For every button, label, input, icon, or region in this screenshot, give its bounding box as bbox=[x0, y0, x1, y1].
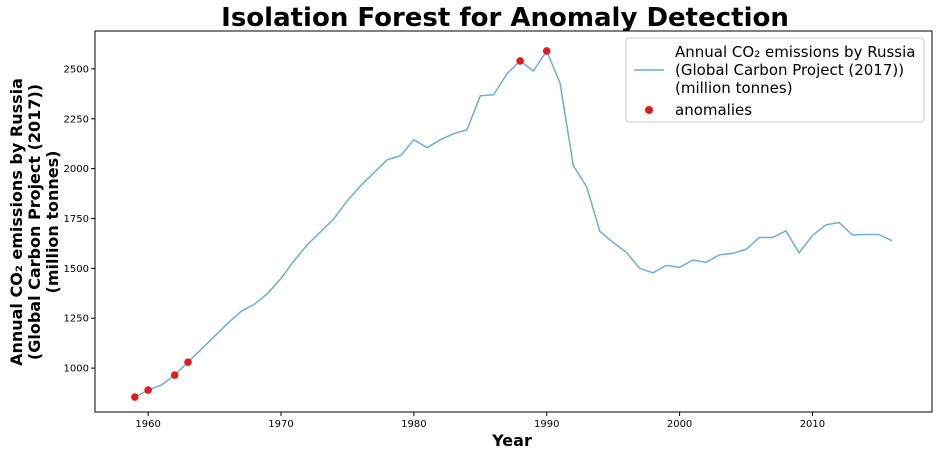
y-tick-label: 2000 bbox=[64, 164, 89, 175]
y-tick-label: 1500 bbox=[64, 264, 89, 275]
legend-label-anomalies: anomalies bbox=[675, 101, 752, 119]
y-axis-label-line-2: (Global Carbon Project (2017)) bbox=[25, 84, 44, 360]
y-axis-label-line-3: (million tonnes) bbox=[43, 151, 62, 294]
y-tick-label: 2500 bbox=[64, 64, 89, 75]
y-axis-label-line-1: Annual CO₂ emissions by Russia bbox=[7, 78, 26, 366]
x-tick-label: 1970 bbox=[268, 419, 293, 430]
legend-anomaly-swatch bbox=[645, 106, 653, 114]
plot-area bbox=[131, 47, 893, 401]
anomaly-point bbox=[131, 393, 139, 401]
legend-label-series-line-2: (Global Carbon Project (2017)) bbox=[675, 61, 904, 79]
y-tick-label: 1000 bbox=[64, 364, 89, 375]
x-tick-label: 2000 bbox=[667, 419, 692, 430]
x-tick-label: 1990 bbox=[534, 419, 559, 430]
chart-title: Isolation Forest for Anomaly Detection bbox=[221, 3, 789, 33]
axis-ticks: 1960 1970 1980 1990 2000 2010 1000 1250 1500 1750… bbox=[64, 64, 826, 430]
anomaly-point bbox=[184, 358, 192, 366]
legend-label-series-line-3: (million tonnes) bbox=[675, 79, 793, 97]
anomaly-point bbox=[542, 47, 551, 55]
y-axis-label: Annual CO₂ emissions by Russia (Global C… bbox=[7, 78, 62, 366]
y-tick-label: 1250 bbox=[64, 314, 89, 325]
x-axis-label: Year bbox=[491, 431, 532, 450]
anomaly-point bbox=[144, 386, 152, 394]
x-tick-label: 1980 bbox=[401, 419, 426, 430]
y-tick-label: 2250 bbox=[64, 114, 89, 125]
x-tick-label: 2010 bbox=[800, 419, 825, 430]
anomaly-point bbox=[516, 57, 524, 65]
legend-box bbox=[625, 37, 925, 123]
legend: Annual CO₂ emissions by Russia (Global C… bbox=[625, 37, 925, 123]
legend-label-series-line-1: Annual CO₂ emissions by Russia bbox=[675, 43, 915, 61]
series-line bbox=[134, 49, 893, 398]
plot-frame bbox=[94, 30, 933, 413]
anomaly-point bbox=[170, 371, 179, 379]
y-tick-label: 1750 bbox=[64, 214, 89, 225]
x-tick-label: 1960 bbox=[135, 419, 160, 430]
